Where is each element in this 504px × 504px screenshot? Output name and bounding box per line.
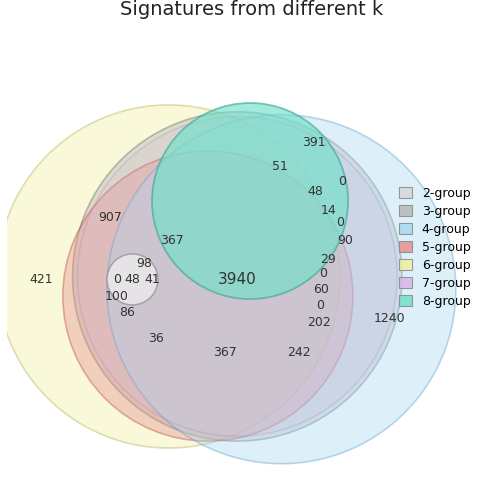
Text: 86: 86 [119,306,136,319]
Text: 14: 14 [321,204,336,217]
Text: 0: 0 [113,273,121,286]
Text: 242: 242 [287,346,311,359]
Text: 0: 0 [336,216,344,229]
Circle shape [73,112,402,441]
Circle shape [107,254,158,305]
Circle shape [107,115,456,464]
Text: 98: 98 [136,257,152,270]
Circle shape [78,117,397,436]
Text: 0: 0 [338,175,346,188]
Text: 421: 421 [29,273,53,286]
Text: 41: 41 [144,273,160,286]
Text: 36: 36 [148,332,164,345]
Circle shape [0,105,340,448]
Text: 29: 29 [321,254,336,266]
Text: 367: 367 [213,346,236,359]
Text: 391: 391 [302,136,326,149]
Text: 100: 100 [105,290,129,302]
Text: 0: 0 [317,299,325,312]
Text: 48: 48 [124,273,140,286]
Text: 367: 367 [160,234,183,247]
Text: 907: 907 [98,211,122,224]
Text: 48: 48 [308,184,324,198]
Title: Signatures from different k: Signatures from different k [120,1,384,20]
Circle shape [152,103,348,299]
Text: 90: 90 [337,234,353,247]
Text: 60: 60 [312,283,329,296]
Text: 51: 51 [272,160,287,173]
Text: 3940: 3940 [218,272,257,287]
Circle shape [63,151,353,441]
Text: 0: 0 [320,267,328,280]
Text: 1240: 1240 [373,312,405,325]
Legend: 2-group, 3-group, 4-group, 5-group, 6-group, 7-group, 8-group: 2-group, 3-group, 4-group, 5-group, 6-gr… [396,183,474,312]
Text: 202: 202 [307,316,331,329]
